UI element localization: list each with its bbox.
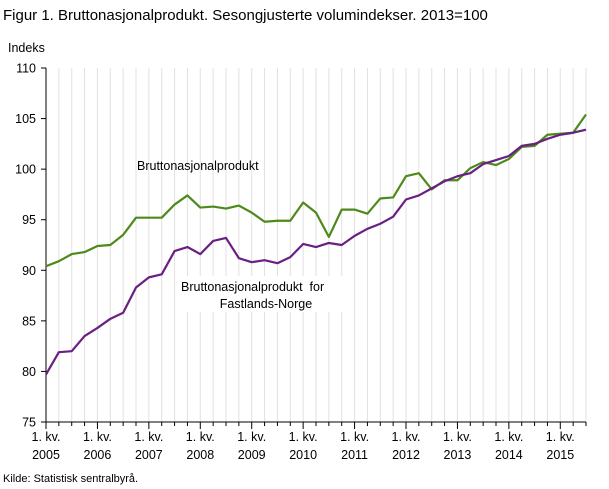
series-label-1: Bruttonasjonalprodukt: [137, 159, 259, 173]
y-tick-label: 95: [22, 213, 36, 227]
x-tick-label: 1. kv.: [546, 430, 575, 444]
x-tick-label: 1. kv.: [494, 430, 523, 444]
x-tick-label: 1. kv.: [134, 430, 163, 444]
x-tick-label: 2005: [32, 448, 60, 462]
y-tick-label: 110: [16, 62, 36, 76]
y-tick-label: 90: [22, 264, 36, 278]
x-tick-label: 1. kv.: [83, 430, 112, 444]
x-tick-label: 2010: [289, 448, 317, 462]
x-tick-label: 2013: [444, 448, 472, 462]
x-tick-label: 1. kv.: [340, 430, 369, 444]
x-tick-label: 1. kv.: [237, 430, 266, 444]
x-tick-label: 1. kv.: [32, 430, 61, 444]
x-tick-label: 2011: [341, 448, 368, 462]
series-label-2: Bruttonasjonalprodukt for: [181, 280, 324, 294]
x-tick-label: 1. kv.: [392, 430, 421, 444]
chart-title: Figur 1. Bruttonasjonalprodukt. Sesongju…: [3, 7, 488, 24]
x-tick-label: 2012: [392, 448, 420, 462]
x-tick-label: 1. kv.: [443, 430, 472, 444]
series-line-2: [45, 128, 587, 376]
y-axis-label: Indeks: [8, 41, 45, 55]
x-tick-label: 2015: [546, 448, 574, 462]
series-label-2-line2: Fastlands-Norge: [220, 297, 312, 311]
x-tick-label: 2006: [84, 448, 112, 462]
x-tick-label: 1. kv.: [289, 430, 318, 444]
series-label-2-background: [176, 276, 346, 312]
x-tick-label: 2014: [495, 448, 523, 462]
y-tick-label: 100: [15, 163, 36, 177]
y-tick-label: 80: [22, 365, 36, 379]
source-note: Kilde: Statistisk sentralbyrå.: [3, 473, 138, 485]
y-tick-label: 105: [15, 112, 36, 126]
y-tick-label: 85: [22, 314, 36, 328]
x-tick-label: 2009: [238, 448, 266, 462]
series-line-1: [45, 113, 587, 268]
x-tick-label: 2007: [135, 448, 163, 462]
y-tick-label: 75: [22, 416, 36, 430]
x-tick-label: 1. kv.: [186, 430, 215, 444]
x-tick-label: 2008: [186, 448, 214, 462]
